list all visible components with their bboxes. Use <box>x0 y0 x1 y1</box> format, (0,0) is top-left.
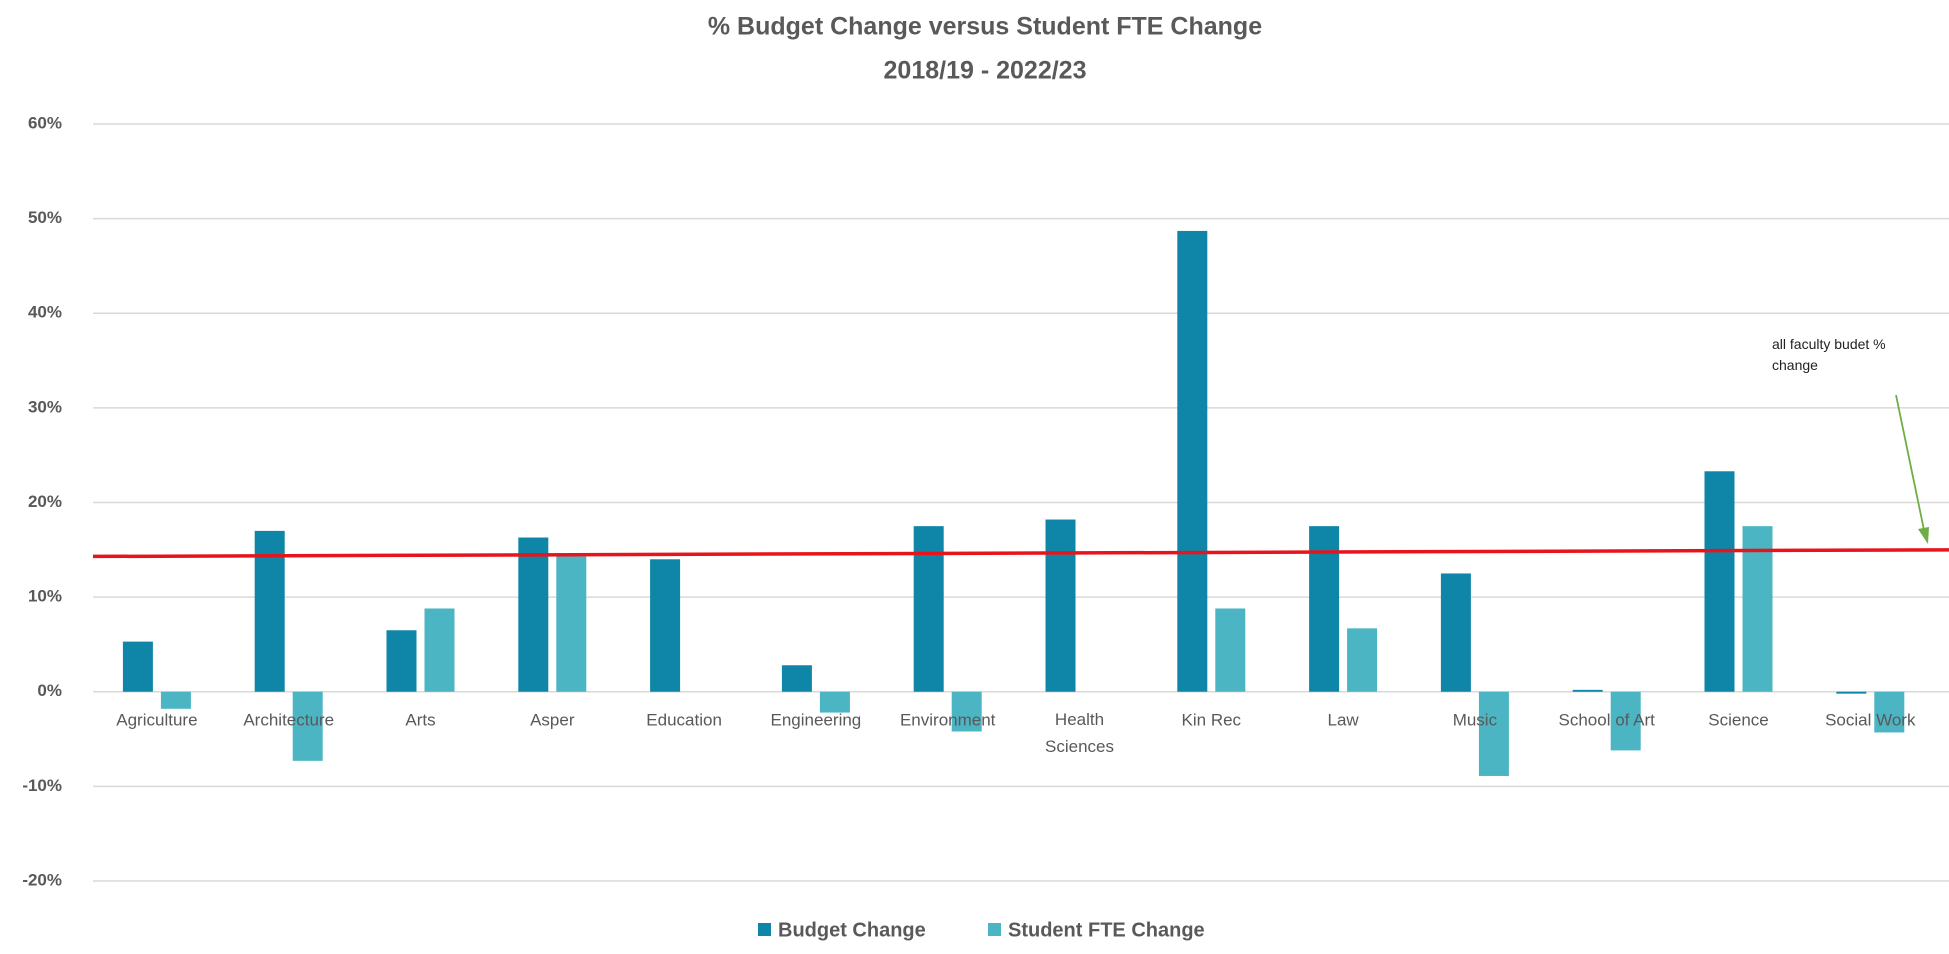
reference-line <box>92 548 1949 559</box>
x-tick-label: Arts <box>405 710 435 729</box>
x-tick-label: Kin Rec <box>1182 710 1242 729</box>
bar <box>1347 628 1378 692</box>
bar <box>913 526 944 692</box>
bar <box>1610 691 1641 751</box>
y-tick-label: -20% <box>22 870 62 889</box>
legend-swatch <box>988 923 1001 936</box>
annotation-arrow <box>1895 394 1925 531</box>
x-tick-label: Health Sciences <box>1045 710 1114 756</box>
bar <box>292 691 323 761</box>
legend-label: Student FTE Change <box>1008 919 1205 941</box>
bar <box>518 537 549 692</box>
bar <box>556 556 587 692</box>
bar <box>650 559 681 692</box>
bar <box>254 530 285 692</box>
annotation: all faculty budet % change <box>1772 336 1886 373</box>
arrow-head <box>1918 527 1929 544</box>
bar <box>951 691 982 732</box>
x-tick-label: Law <box>1328 710 1360 729</box>
y-tick-label: 10% <box>28 587 62 606</box>
y-tick-label: 20% <box>28 492 62 511</box>
bar <box>386 630 417 692</box>
x-tick-label: Science <box>1708 710 1768 729</box>
x-tick-label: Engineering <box>771 710 862 729</box>
x-tick-label: Asper <box>530 710 575 729</box>
bar <box>1742 526 1773 692</box>
bar <box>424 608 455 692</box>
bar <box>781 665 812 692</box>
bar <box>1440 573 1471 692</box>
bar <box>160 691 191 709</box>
chart-subtitle: 2018/19 - 2022/23 <box>884 57 1087 85</box>
y-tick-label: 40% <box>28 303 62 322</box>
bar <box>1215 608 1246 692</box>
x-tick-label: School of Art <box>1559 710 1656 729</box>
y-tick-label: 60% <box>28 113 62 132</box>
y-tick-label: 30% <box>28 397 62 416</box>
bar <box>819 691 850 713</box>
annotation-text: all faculty budet % change <box>1772 336 1886 373</box>
bar <box>1704 471 1735 692</box>
chart-title: % Budget Change versus Student FTE Chang… <box>708 13 1262 41</box>
bar <box>1874 691 1905 733</box>
bar <box>1177 230 1208 692</box>
bar <box>1045 519 1076 692</box>
y-tick-label: 0% <box>37 681 62 700</box>
x-tick-label: Environment <box>900 710 996 729</box>
bar <box>1478 691 1509 776</box>
x-tick-label: Agriculture <box>116 710 197 729</box>
legend-swatch <box>758 923 771 936</box>
y-tick-label: 50% <box>28 208 62 227</box>
x-tick-label: Architecture <box>243 710 334 729</box>
bar <box>1572 689 1603 692</box>
bar <box>122 641 153 692</box>
x-tick-label: Social Work <box>1825 710 1916 729</box>
x-tick-label: Education <box>646 710 722 729</box>
x-tick-label: Music <box>1453 710 1498 729</box>
bar <box>1836 691 1867 694</box>
legend-label: Budget Change <box>778 919 926 941</box>
y-tick-label: -10% <box>22 776 62 795</box>
